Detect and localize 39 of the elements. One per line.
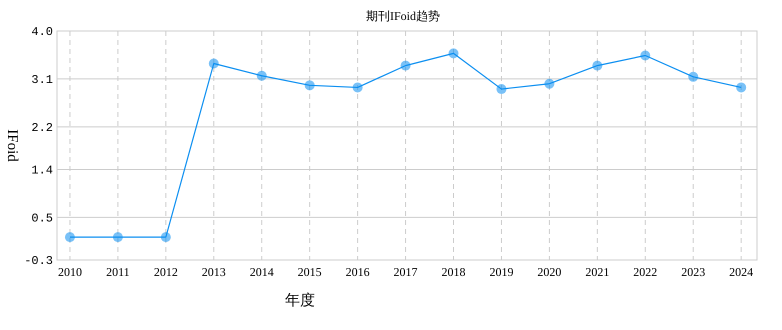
y-tick-label: 4.0 (31, 25, 53, 40)
x-tick-label: 2016 (346, 265, 370, 279)
chart-title: 期刊IFoid趋势 (366, 9, 440, 23)
y-tick-label: 1.4 (31, 164, 53, 178)
x-tick-label: 2024 (729, 265, 754, 279)
x-tick-label: 2010 (58, 265, 82, 279)
y-tick-label: 0.5 (31, 212, 53, 226)
point (736, 82, 746, 92)
x-axis-title: 年度 (285, 292, 315, 309)
point (256, 70, 267, 81)
point (112, 232, 123, 242)
y-tick-label: 2.2 (31, 121, 53, 136)
point (544, 78, 554, 89)
x-tick-label: 2012 (154, 265, 178, 279)
x-tick-label: 2017 (394, 265, 418, 279)
x-tick-label: 2011 (106, 265, 130, 279)
x-tick-label: 2014 (250, 265, 274, 279)
x-tick-label: 2023 (681, 265, 706, 279)
y-tick-label: -0.3 (24, 254, 53, 268)
point (592, 60, 602, 71)
point (640, 50, 650, 60)
point (688, 72, 698, 82)
x-tick-label: 2019 (489, 265, 514, 279)
x-tick-label: 2015 (298, 265, 322, 279)
point (496, 84, 506, 94)
point (448, 48, 459, 58)
point (64, 232, 75, 242)
x-tick-label: 2013 (202, 265, 226, 279)
y-axis-title: IFoid (4, 129, 20, 162)
point (352, 82, 363, 92)
x-tick-label: 2020 (537, 265, 562, 279)
x-tick-label: 2021 (585, 265, 610, 279)
point (304, 80, 315, 90)
point (208, 58, 219, 68)
point (400, 60, 411, 71)
x-tick-label: 2018 (442, 265, 466, 279)
x-tick-label: 2022 (633, 265, 658, 279)
point (160, 232, 171, 242)
y-tick-label: 3.1 (31, 73, 53, 88)
